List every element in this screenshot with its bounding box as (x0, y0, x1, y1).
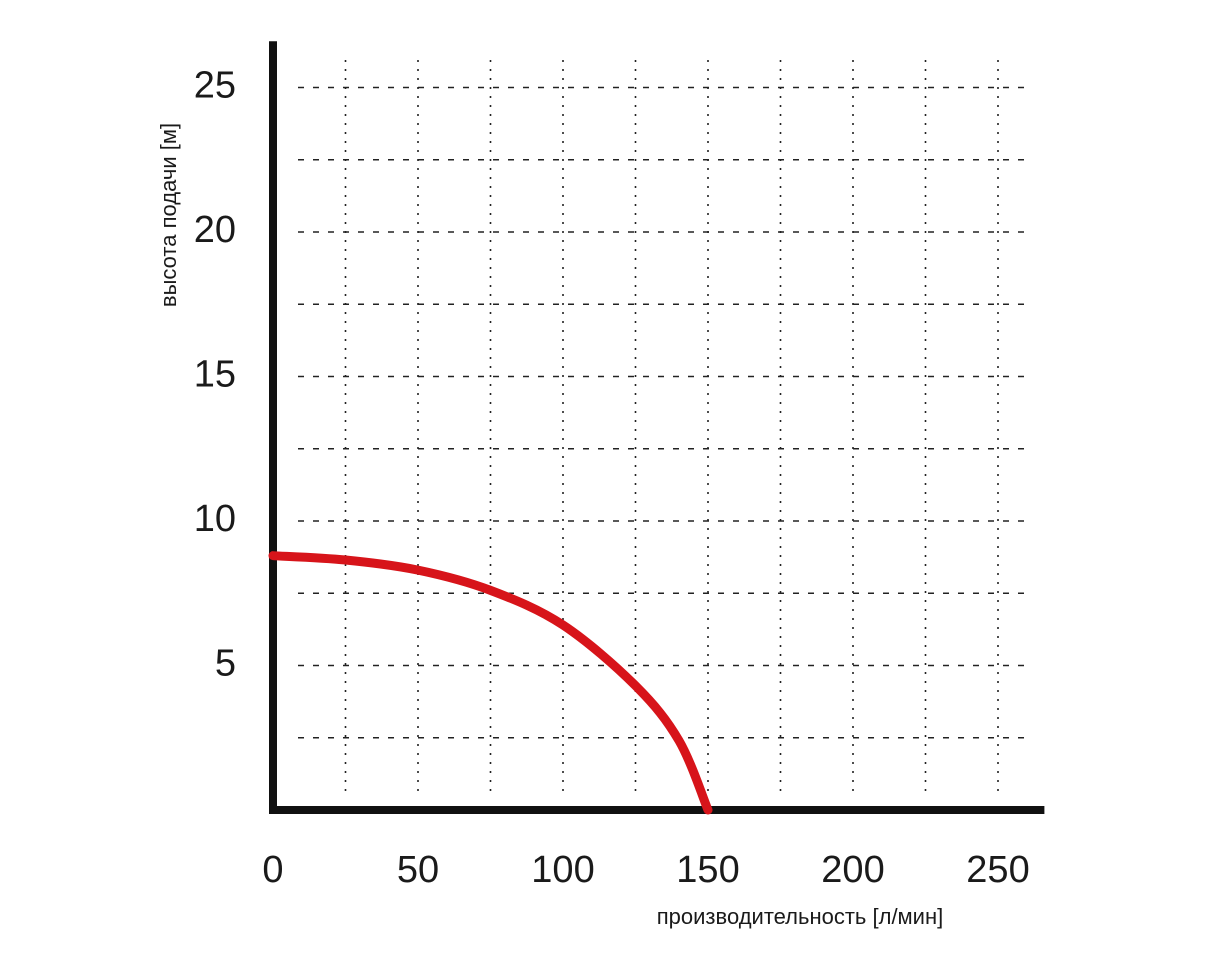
y-tick-label: 25 (194, 65, 236, 107)
y-tick-label: 15 (194, 354, 236, 396)
x-tick-label: 0 (262, 849, 283, 891)
x-tick-label: 50 (397, 849, 439, 891)
x-tick-label: 100 (531, 849, 594, 891)
y-tick-label: 10 (194, 498, 236, 540)
y-axis-title: высота подачи [м] (156, 123, 181, 307)
x-tick-label: 150 (676, 849, 739, 891)
x-tick-label: 250 (966, 849, 1029, 891)
x-axis-title: производительность [л/мин] (657, 904, 943, 929)
y-tick-label: 5 (215, 643, 236, 685)
y-tick-label: 20 (194, 209, 236, 251)
curve (268, 551, 713, 815)
x-tick-label: 200 (821, 849, 884, 891)
